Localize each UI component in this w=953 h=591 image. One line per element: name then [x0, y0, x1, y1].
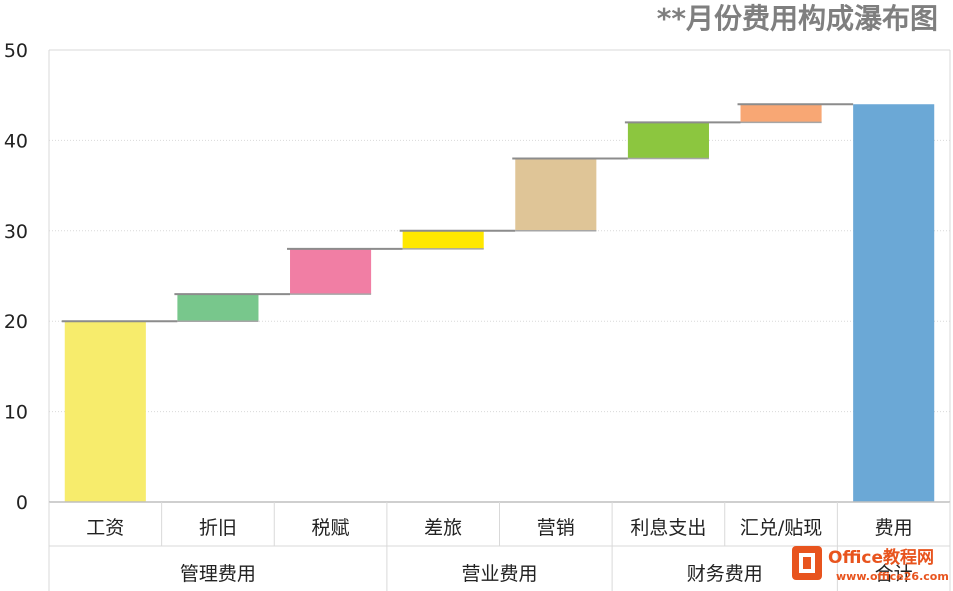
category-label: 折旧: [199, 517, 237, 539]
bar: [64, 321, 146, 502]
y-tick-label: 30: [4, 221, 28, 243]
category-label: 汇兑/贴现: [740, 517, 822, 539]
bar: [627, 122, 709, 159]
category-label: 营销: [537, 517, 575, 539]
bar: [740, 104, 822, 123]
chart-title: **月份费用构成瀑布图: [657, 2, 938, 35]
y-tick-label: 10: [4, 402, 28, 424]
category-label: 税赋: [312, 517, 350, 539]
y-tick-label: 0: [16, 492, 28, 514]
category-label: 差旅: [424, 517, 462, 539]
bars: [64, 104, 935, 503]
watermark-logo: Office教程网 www.office26.com: [792, 546, 949, 583]
y-tick-label: 40: [4, 130, 28, 152]
group-label: 管理费用: [180, 563, 256, 585]
y-tick-label: 20: [4, 311, 28, 333]
connectors: [61, 103, 854, 323]
category-label: 费用: [875, 517, 913, 539]
bar: [402, 230, 484, 249]
group-label: 营业费用: [461, 563, 537, 585]
bar: [853, 104, 935, 503]
bar: [290, 248, 372, 295]
group-label: 财务费用: [687, 563, 763, 585]
y-axis-ticks: 0 10 20 30 40 50: [4, 40, 28, 514]
watermark-brand: Office教程网: [828, 547, 934, 568]
bar: [515, 158, 597, 231]
bar: [177, 294, 259, 322]
group-label: 合计: [875, 563, 913, 585]
category-label: 利息支出: [630, 517, 706, 539]
y-tick-label: 50: [4, 40, 28, 62]
watermark-url: www.office26.com: [836, 570, 949, 583]
category-label: 工资: [86, 517, 124, 539]
